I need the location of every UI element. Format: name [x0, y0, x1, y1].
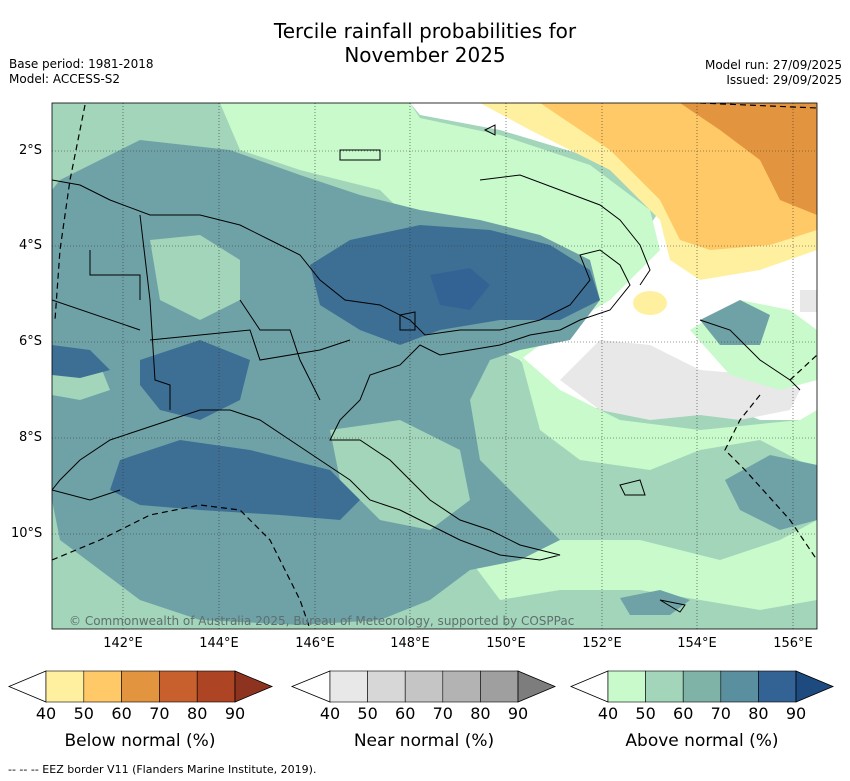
colorbar-segment: [480, 670, 519, 703]
colorbar-below: [7, 670, 274, 703]
colorbar-tick-label: 50: [635, 704, 656, 723]
colorbar-tick-label: 40: [319, 704, 341, 723]
colorbar-tick-label: 70: [710, 704, 731, 723]
lon-label-154e: 154°E: [677, 636, 717, 651]
eez-footer-note: -- -- -- EEZ border V11 (Flanders Marine…: [8, 763, 317, 776]
colorbar-tick-label: 50: [73, 704, 94, 723]
colorbar-extend-high: [234, 670, 274, 703]
model-name: Model: ACCESS-S2: [9, 72, 121, 86]
title-line-2: November 2025: [344, 43, 506, 67]
copyright-notice: © Commonwealth of Australia 2025, Bureau…: [69, 614, 575, 628]
colorbar-tick-label: 70: [149, 704, 170, 723]
colorbar-title-above: Above normal (%): [625, 731, 779, 751]
colorbar-segment: [367, 670, 406, 703]
colorbar-tick-label: 40: [597, 704, 619, 723]
colorbar-extend-low: [569, 670, 609, 703]
colorbar-segment: [329, 670, 368, 703]
colorbar-segment: [607, 670, 646, 703]
colorbar-segment: [196, 670, 236, 703]
coastlines: [52, 124, 801, 613]
colorbar-segment: [758, 670, 797, 703]
colorbar-above: [569, 670, 835, 703]
colorbar-title-below: Below normal (%): [64, 731, 216, 751]
chart-title: Tercile rainfall probabilities for Novem…: [0, 19, 850, 67]
colorbar-extend-high: [795, 670, 835, 703]
lon-label-150e: 150°E: [486, 636, 526, 651]
gridlines: [52, 103, 817, 629]
colorbar-tick-label: 40: [35, 704, 57, 723]
lat-label-6s: 6°S: [19, 334, 43, 349]
title-line-1: Tercile rainfall probabilities for: [273, 19, 577, 43]
colorbar-tick-label: 80: [187, 704, 208, 723]
colorbar-tick-label: 90: [785, 704, 807, 723]
lat-label-4s: 4°S: [19, 238, 43, 253]
colorbar-segment: [404, 670, 444, 703]
lon-label-152e: 152°E: [582, 636, 622, 651]
map-frame: [51, 102, 818, 630]
lon-label-142e: 142°E: [103, 636, 143, 651]
eez-borders: [52, 103, 817, 629]
probability-fields: [52, 103, 817, 629]
colorbar-segment: [442, 670, 481, 703]
colorbar-segment: [83, 670, 122, 703]
colorbar-tick-label: 50: [357, 704, 378, 723]
colorbar-tick-label: 80: [748, 704, 769, 723]
colorbar-segment: [45, 670, 85, 703]
lon-label-144e: 144°E: [199, 636, 239, 651]
model-run: Model run: 27/09/2025: [704, 58, 842, 72]
meta-left: Base period: 1981-2018 Model: ACCESS-S2: [9, 57, 154, 87]
colorbar-extend-low: [7, 670, 47, 703]
lat-label-8s: 8°S: [19, 430, 43, 445]
borders: [52, 214, 351, 410]
colorbar-tick-label: 80: [470, 704, 491, 723]
colorbar-tick-label: 60: [395, 704, 416, 723]
colorbar-tick-label: 70: [432, 704, 453, 723]
base-period: Base period: 1981-2018: [9, 57, 154, 71]
colorbar-tick-label: 90: [507, 704, 529, 723]
lat-label-10s: 10°S: [11, 526, 43, 541]
lon-label-148e: 148°E: [390, 636, 430, 651]
meta-right: Model run: 27/09/2025 Issued: 29/09/2025: [705, 58, 842, 88]
colorbar-tick-label: 60: [111, 704, 132, 723]
lat-label-2s: 2°S: [19, 143, 43, 158]
issued-date: Issued: 29/09/2025: [726, 73, 842, 87]
lon-label-146e: 146°E: [295, 636, 335, 651]
colorbar-near: [290, 670, 557, 703]
colorbar-extend-high: [517, 670, 557, 703]
colorbar-tick-label: 90: [224, 704, 246, 723]
colorbar-title-near: Near normal (%): [353, 731, 495, 751]
lon-label-156e: 156°E: [773, 636, 813, 651]
colorbar-segment: [682, 670, 722, 703]
colorbar-extend-low: [290, 670, 331, 703]
colorbar-segment: [159, 670, 198, 703]
colorbar-tick-label: 60: [673, 704, 694, 723]
colorbar-segment: [121, 670, 160, 703]
colorbar-segment: [645, 670, 684, 703]
colorbar-segment: [720, 670, 759, 703]
